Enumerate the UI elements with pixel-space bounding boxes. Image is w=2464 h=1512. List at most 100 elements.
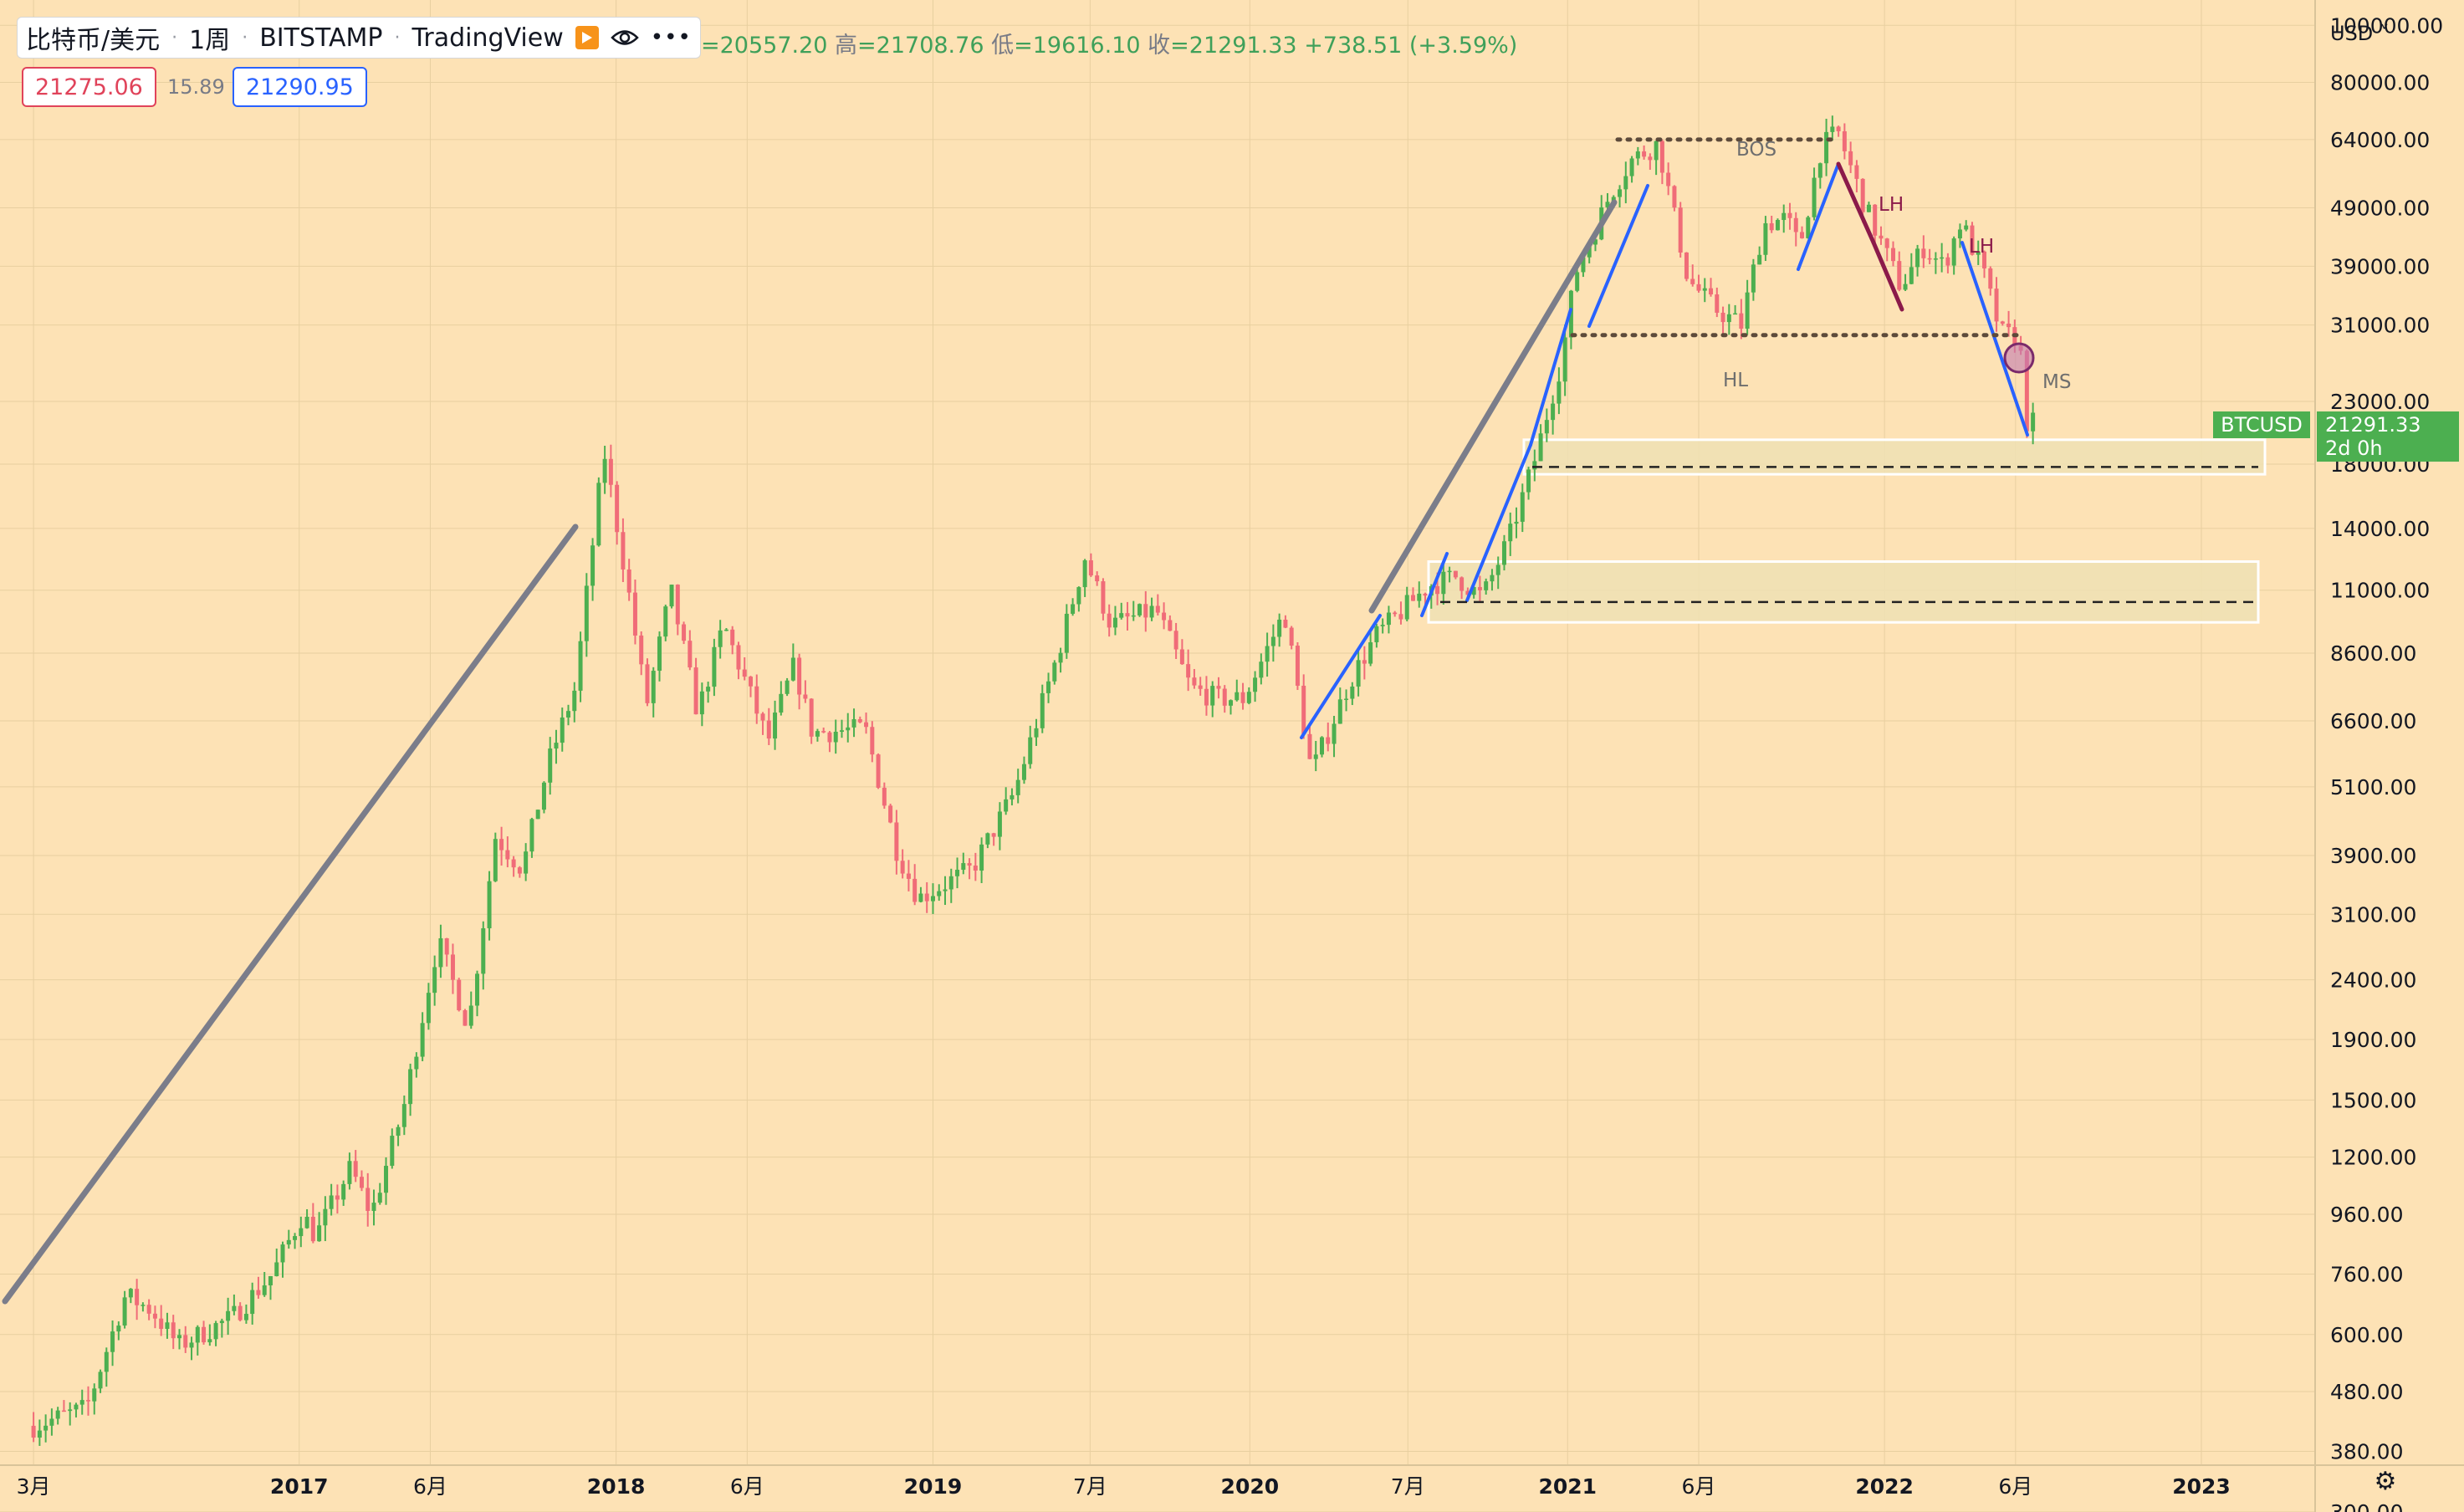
candle-body [1441, 571, 1446, 595]
candle-body [226, 1310, 231, 1321]
candle-body [779, 693, 784, 713]
candle-body [1253, 677, 1258, 692]
trend-line [1836, 161, 1876, 245]
candle-body [851, 718, 856, 728]
candle-body [414, 1056, 419, 1070]
candle-body [718, 630, 723, 647]
price-tick-label: 8600.00 [2330, 641, 2416, 666]
candle-body [736, 645, 741, 670]
candle-body [335, 1195, 340, 1200]
candle-body [1270, 636, 1275, 646]
candle-body [207, 1339, 212, 1343]
candle-body [1812, 177, 1817, 217]
candle-body [766, 720, 771, 739]
ask-price-chip[interactable]: 21290.95 [233, 67, 367, 107]
currency-selector[interactable]: USD ˅ [2330, 22, 2390, 45]
candle-body [1240, 692, 1245, 703]
candle-body [1562, 337, 1567, 382]
candle-body [1459, 577, 1465, 591]
symbol-legend[interactable]: 比特币/美元 · 1周 · BITSTAMP · TradingView ••• [17, 17, 701, 59]
price-tick-label: 23000.00 [2330, 390, 2430, 414]
time-axis[interactable]: 3月 2017 6月 2018 6月 2019 7月 2020 7月 2021 6月 2022 6月 20… [17, 1474, 2231, 1499]
candle-body [408, 1069, 413, 1105]
candle-body [329, 1195, 334, 1209]
last-price-value: 21291.33 [2325, 413, 2421, 437]
candle-body [1964, 225, 1969, 230]
candle-body [1350, 686, 1355, 699]
annotations: BOS LH LH HL MS [1723, 139, 2071, 393]
candle-body [1659, 140, 1664, 173]
candle-body [1447, 570, 1452, 573]
candle-body [347, 1161, 352, 1184]
candle-body [202, 1326, 207, 1343]
candle-body [979, 844, 984, 871]
candle-body [1471, 586, 1476, 595]
candle-body [104, 1351, 109, 1372]
candle-body [450, 954, 455, 980]
candle-body [1611, 197, 1616, 202]
candle-body [1842, 130, 1847, 151]
candle-body [1824, 131, 1829, 164]
bid-price-chip[interactable]: 21275.06 [22, 67, 156, 107]
interval-label[interactable]: 1周 [189, 26, 231, 55]
candle-body [213, 1323, 218, 1340]
candle-body [1095, 575, 1100, 582]
time-tick-label: 6月 [730, 1474, 764, 1499]
candle-body [1879, 235, 1884, 239]
legend-separator: · [171, 27, 178, 49]
candle-body [688, 641, 693, 668]
candle-body [554, 743, 559, 749]
candle-body [1696, 284, 1701, 291]
candle-body [723, 629, 728, 631]
chart-annotation: MS [2042, 371, 2071, 393]
candle-body [2006, 323, 2012, 328]
candle-body [1575, 272, 1580, 291]
symbol-name[interactable]: 比特币/美元 [26, 26, 161, 55]
candle-body [894, 822, 899, 861]
price-tick-label: 14000.00 [2330, 517, 2430, 541]
more-icon[interactable]: ••• [650, 25, 692, 50]
candle-body [517, 867, 522, 874]
candle-body [1860, 178, 1865, 212]
candle-body [712, 646, 717, 687]
candle-body [1235, 692, 1240, 701]
candle-body [1557, 381, 1562, 404]
candle-body [238, 1305, 243, 1320]
candle-body [937, 891, 942, 896]
candle-body [524, 851, 529, 874]
exchange-label: BITSTAMP [259, 23, 383, 53]
candle-body [846, 727, 851, 731]
candle-body [1477, 586, 1482, 590]
candle-body [1508, 524, 1513, 542]
candle-body [377, 1193, 382, 1203]
candle-body [1386, 612, 1391, 626]
settings-gear-icon[interactable]: ⚙ [2374, 1467, 2397, 1496]
candle-body [92, 1388, 97, 1402]
candle-body [1672, 186, 1677, 208]
candle-body [323, 1208, 328, 1226]
candle-body [1374, 626, 1379, 643]
candle-body [1417, 593, 1422, 601]
candle-body [797, 657, 802, 695]
candle-body [1605, 202, 1610, 207]
candle-body [116, 1326, 121, 1332]
candle-body [967, 863, 972, 866]
candle-body [1501, 541, 1506, 565]
trend-line [1465, 443, 1532, 602]
candle-body [1034, 728, 1039, 738]
candle-body [165, 1322, 170, 1330]
candle-body [135, 1289, 140, 1305]
candle-body [152, 1313, 157, 1319]
candle-body [1004, 799, 1009, 812]
candle-body [468, 1005, 473, 1026]
price-tick-label: 1500.00 [2330, 1088, 2416, 1112]
candle-body [2024, 350, 2029, 432]
price-axis[interactable]: 100000.00 80000.00 64000.00 49000.00 39000.0… [2330, 13, 2443, 1512]
price-tick-label: 100000.00 [2330, 13, 2443, 38]
eye-icon[interactable] [610, 28, 639, 47]
candle-body [529, 819, 534, 852]
candle-body [1830, 126, 1835, 132]
candle-body [918, 893, 923, 902]
